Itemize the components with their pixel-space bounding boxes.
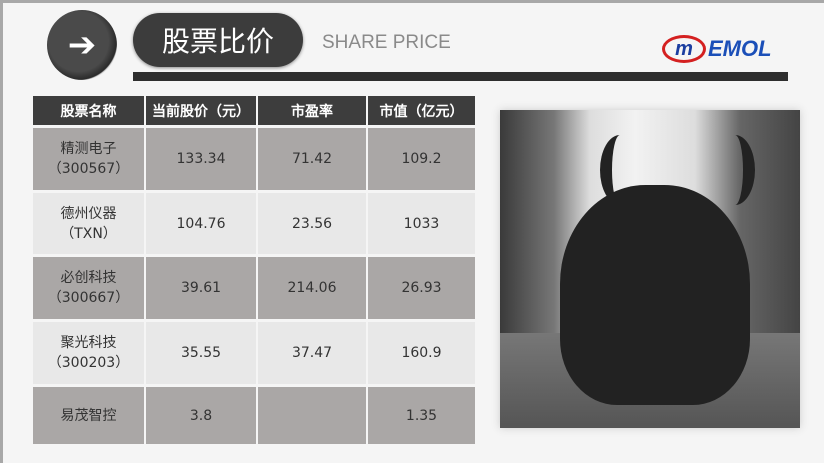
- table-row: 易茂智控 3.8 1.35: [33, 387, 475, 444]
- header-cap: 市值（亿元）: [368, 96, 475, 125]
- stock-name: 精测电子: [60, 141, 117, 157]
- divider: [133, 72, 788, 81]
- stock-code: （300203）: [47, 355, 130, 371]
- cell-price: 39.61: [146, 257, 256, 319]
- header-name: 股票名称: [33, 96, 144, 125]
- table-row: 德州仪器 （TXN） 104.76 23.56 1033: [33, 193, 475, 254]
- bull-photo: [500, 110, 800, 428]
- cell-price: 104.76: [146, 193, 256, 254]
- header-pe: 市盈率: [258, 96, 366, 125]
- page-title: 股票比价: [133, 13, 303, 67]
- stock-name: 易茂智控: [60, 407, 117, 424]
- cell-pe: 23.56: [258, 193, 366, 254]
- stock-name: 必创科技: [60, 270, 117, 286]
- cell-cap: 1033: [368, 193, 475, 254]
- logo-mark: m: [662, 35, 706, 63]
- cell-cap: 26.93: [368, 257, 475, 319]
- cell-name: 易茂智控: [33, 387, 144, 444]
- table-row: 精测电子 （300567） 133.34 71.42 109.2: [33, 128, 475, 190]
- page-subtitle: SHARE PRICE: [322, 32, 451, 53]
- cell-pe: 71.42: [258, 128, 366, 190]
- cell-name: 必创科技 （300667）: [33, 257, 144, 319]
- cell-price: 133.34: [146, 128, 256, 190]
- cell-price: 3.8: [146, 387, 256, 444]
- stock-name: 聚光科技: [60, 335, 117, 351]
- cell-name: 精测电子 （300567）: [33, 128, 144, 190]
- stock-code: （TXN）: [60, 225, 117, 242]
- table-row: 必创科技 （300667） 39.61 214.06 26.93: [33, 257, 475, 319]
- cell-cap: 160.9: [368, 322, 475, 384]
- stock-code: （300567）: [47, 161, 130, 177]
- stock-code: （300667）: [47, 290, 130, 306]
- logo: m EMOL: [662, 31, 772, 67]
- cell-name: 聚光科技 （300203）: [33, 322, 144, 384]
- arrow-right-icon[interactable]: ➔: [47, 10, 117, 80]
- logo-text: EMOL: [708, 36, 772, 61]
- slide: ➔ 股票比价 SHARE PRICE m EMOL 股票名称 当前股价（元） 市盈…: [3, 3, 824, 463]
- cell-cap: 1.35: [368, 387, 475, 444]
- cell-cap: 109.2: [368, 128, 475, 190]
- stock-table: 股票名称 当前股价（元） 市盈率 市值（亿元） 精测电子 （300567） 133…: [31, 93, 477, 447]
- cell-price: 35.55: [146, 322, 256, 384]
- stock-name: 德州仪器: [60, 205, 117, 222]
- cell-pe: [258, 387, 366, 444]
- table-row: 聚光科技 （300203） 35.55 37.47 160.9: [33, 322, 475, 384]
- cell-pe: 37.47: [258, 322, 366, 384]
- header-price: 当前股价（元）: [146, 96, 256, 125]
- cell-pe: 214.06: [258, 257, 366, 319]
- cell-name: 德州仪器 （TXN）: [33, 193, 144, 254]
